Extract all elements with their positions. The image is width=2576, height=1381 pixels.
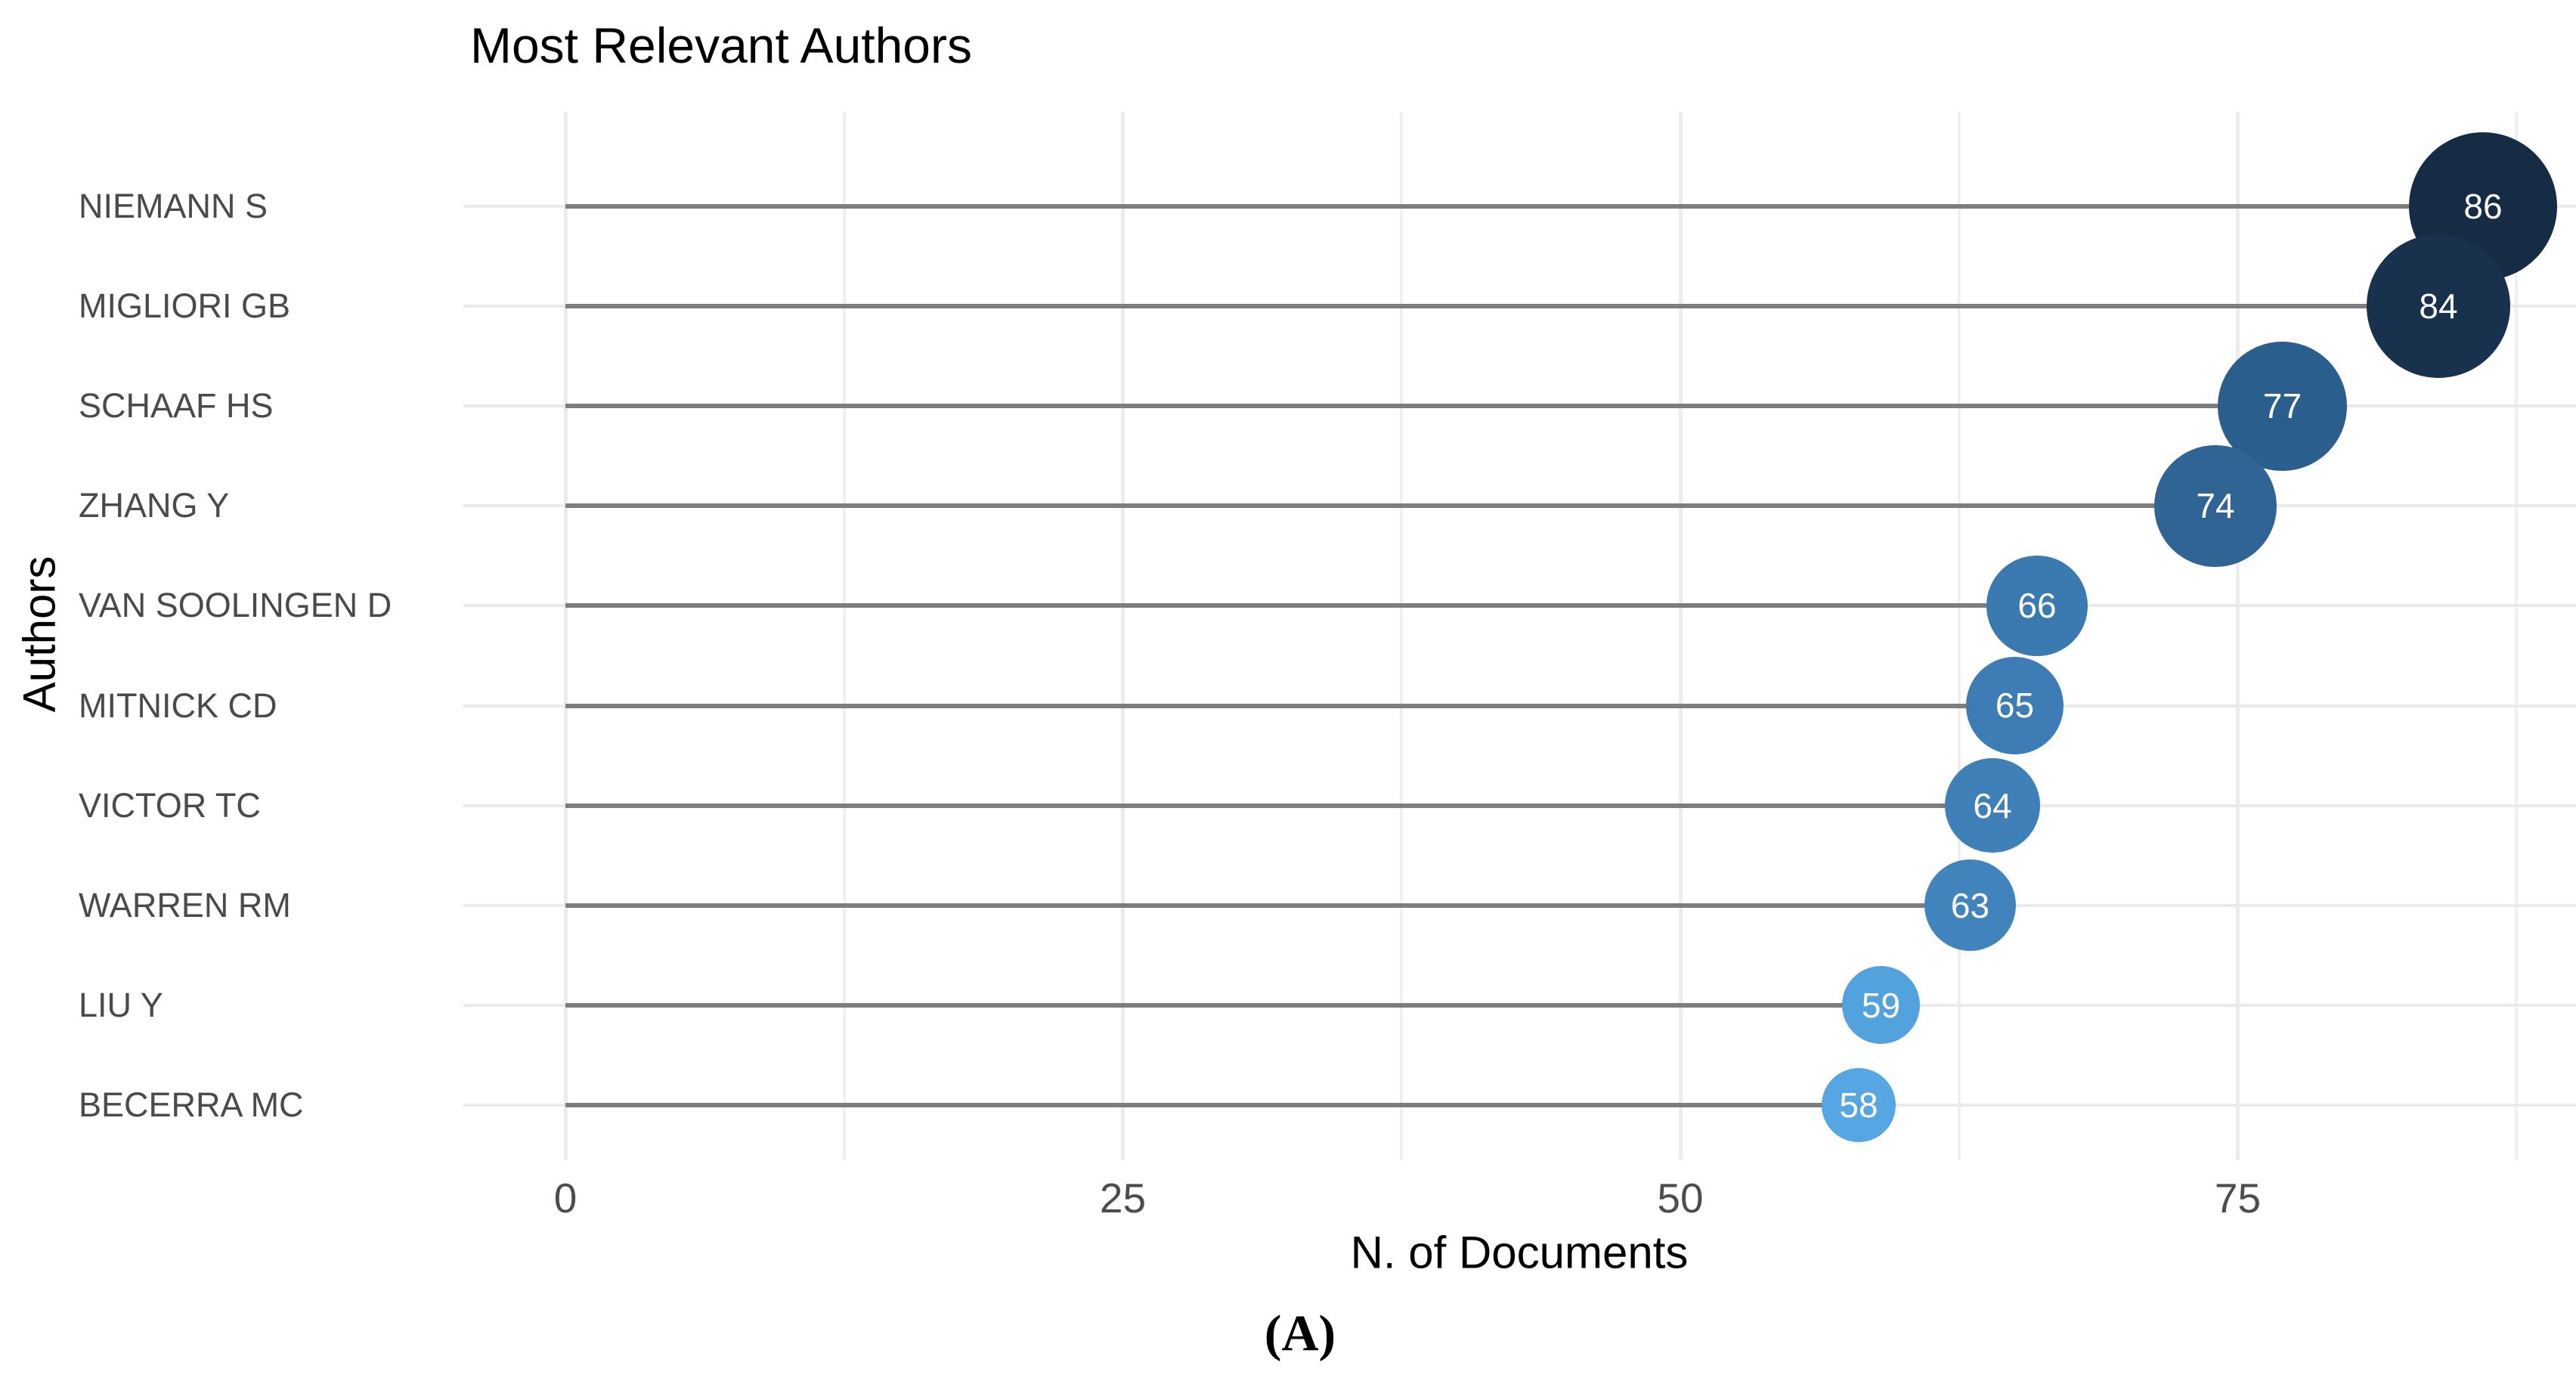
lollipop-stem [565,603,2037,608]
lollipop-stem [565,903,1971,908]
x-axis-title: N. of Documents [1350,1227,1689,1278]
lollipop-stem [565,1102,1859,1107]
data-bubble-value: 59 [1861,985,1901,1025]
data-bubble: 77 [2218,341,2347,471]
chart-title: Most Relevant Authors [470,17,972,73]
lollipop-stem [565,703,2015,708]
author-label: VAN SOOLINGEN D [79,586,392,625]
x-minor-gridline [2515,112,2519,1160]
data-bubble: 64 [1945,757,2040,853]
x-major-gridline [1678,112,1683,1160]
data-bubble: 74 [2154,444,2277,568]
x-tick-label: 25 [1099,1175,1147,1222]
x-minor-gridline [1957,112,1961,1160]
x-minor-gridline [842,112,846,1160]
data-bubble-value: 74 [2196,486,2235,526]
author-label: NIEMANN S [79,187,268,225]
data-bubble-value: 58 [1839,1085,1878,1125]
lollipop-stem [565,204,2483,209]
author-label: SCHAAF HS [79,386,274,426]
data-bubble-value: 64 [1973,785,2012,825]
data-bubble-value: 66 [2017,586,2057,626]
data-bubble-value: 63 [1950,885,1990,925]
x-minor-gridline [1400,112,1404,1160]
x-tick-label: 75 [2214,1175,2262,1222]
author-label: MITNICK CD [79,686,277,725]
data-bubble: 65 [1965,656,2064,755]
data-bubble: 84 [2366,234,2511,379]
lollipop-stem [565,1002,1881,1008]
data-bubble-value: 65 [1995,686,2035,726]
figure-caption: (A) [1264,1304,1336,1362]
lollipop-stem [565,503,2215,509]
data-bubble-value: 77 [2262,386,2302,426]
author-label: WARREN RM [79,885,291,924]
data-bubble: 63 [1924,859,2017,952]
data-bubble: 58 [1822,1067,1896,1142]
data-bubble-value: 84 [2419,286,2458,327]
x-tick-label: 0 [553,1175,577,1222]
lollipop-stem [565,803,1992,808]
lollipop-stem [565,304,2438,309]
x-major-gridline [2236,112,2240,1160]
data-bubble-value: 86 [2463,187,2503,226]
author-label: LIU Y [79,985,163,1024]
author-label: BECERRA MC [79,1085,304,1124]
x-major-gridline [563,112,568,1160]
x-tick-label: 50 [1657,1175,1704,1222]
author-label: ZHANG Y [79,486,230,525]
x-major-gridline [1121,112,1125,1160]
lollipop-stem [565,404,2283,409]
data-bubble: 66 [1986,555,2088,657]
y-axis-title: Authors [14,556,65,713]
data-bubble: 59 [1841,966,1921,1045]
author-label: MIGLIORI GB [79,286,291,326]
author-label: VICTOR TC [79,785,261,825]
